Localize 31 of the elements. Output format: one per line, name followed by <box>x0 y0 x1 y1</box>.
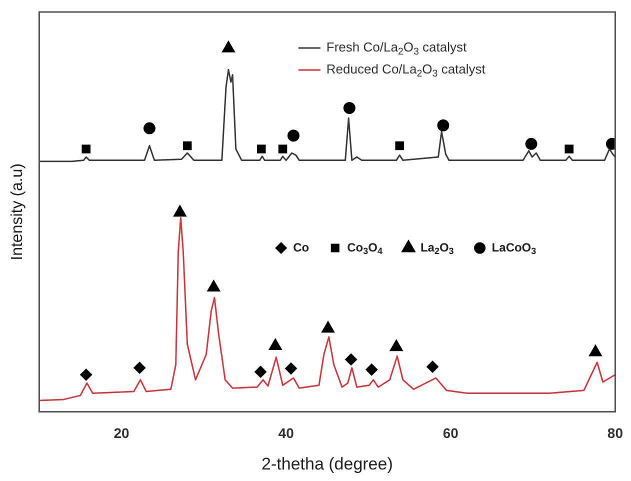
point <box>525 138 538 150</box>
x-axis-title: 2-thetha (degree) <box>262 454 393 474</box>
legend-label: Co <box>293 240 310 254</box>
x-tick-label: 60 <box>442 425 459 442</box>
point <box>268 338 282 350</box>
point <box>256 144 266 154</box>
point <box>134 362 146 374</box>
y-axis-title: Intensity (a.u) <box>9 163 26 260</box>
x-tick-label: 20 <box>114 425 130 442</box>
point <box>426 360 439 373</box>
point <box>287 130 300 142</box>
point <box>343 102 356 114</box>
point <box>437 119 450 132</box>
point <box>80 368 92 381</box>
point <box>285 362 297 375</box>
point <box>82 144 90 154</box>
point <box>588 344 602 356</box>
x-tick-label: 40 <box>278 425 294 442</box>
point <box>321 321 335 333</box>
point <box>207 280 220 292</box>
point <box>366 364 378 376</box>
point <box>390 340 403 352</box>
point <box>254 366 267 378</box>
point <box>173 205 186 217</box>
point <box>564 144 574 154</box>
point <box>143 122 156 134</box>
point <box>182 141 192 150</box>
point <box>395 141 404 150</box>
x-tick-label: 80 <box>607 425 624 442</box>
point <box>345 353 358 366</box>
point <box>278 144 288 154</box>
